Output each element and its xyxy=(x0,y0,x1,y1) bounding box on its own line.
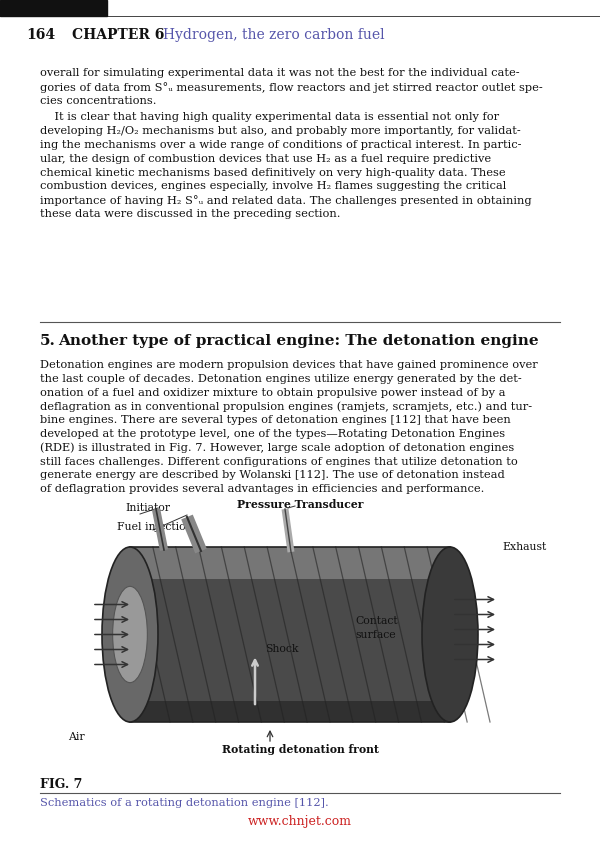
Text: Exhaust: Exhaust xyxy=(502,542,546,552)
Text: cies concentrations.: cies concentrations. xyxy=(40,95,157,105)
Bar xyxy=(130,547,450,722)
Text: Pressure Transducer: Pressure Transducer xyxy=(237,499,363,510)
Text: generate energy are described by Wolanski [112]. The use of detonation instead: generate energy are described by Wolansk… xyxy=(40,470,505,481)
Text: www.chnjet.com: www.chnjet.com xyxy=(248,815,352,828)
Text: developed at the prototype level, one of the types—Rotating Detonation Engines: developed at the prototype level, one of… xyxy=(40,429,505,439)
Text: Contact: Contact xyxy=(355,616,398,626)
Text: importance of having H₂ S°ᵤ and related data. The challenges presented in obtain: importance of having H₂ S°ᵤ and related … xyxy=(40,196,532,206)
Text: chemical kinetic mechanisms based definitively on very high-quality data. These: chemical kinetic mechanisms based defini… xyxy=(40,168,506,178)
Text: Detonation engines are modern propulsion devices that have gained prominence ove: Detonation engines are modern propulsion… xyxy=(40,360,538,370)
Text: 5.: 5. xyxy=(40,334,56,348)
Text: CHAPTER 6: CHAPTER 6 xyxy=(72,28,164,42)
Text: combustion devices, engines especially, involve H₂ flames suggesting the critica: combustion devices, engines especially, … xyxy=(40,181,506,191)
Text: onation of a fuel and oxidizer mixture to obtain propulsive power instead of by : onation of a fuel and oxidizer mixture t… xyxy=(40,388,505,398)
Text: Rotating detonation front: Rotating detonation front xyxy=(221,744,379,755)
Text: Hydrogen, the zero carbon fuel: Hydrogen, the zero carbon fuel xyxy=(163,28,385,42)
Text: still faces challenges. Different configurations of engines that utilize detonat: still faces challenges. Different config… xyxy=(40,457,518,466)
Text: FIG. 7: FIG. 7 xyxy=(40,778,82,791)
Text: the last couple of decades. Detonation engines utilize energy generated by the d: the last couple of decades. Detonation e… xyxy=(40,373,522,384)
Text: ular, the design of combustion devices that use H₂ as a fuel require predictive: ular, the design of combustion devices t… xyxy=(40,153,491,164)
Bar xyxy=(130,547,450,722)
Bar xyxy=(130,701,450,722)
Text: (RDE) is illustrated in Fig. 7. However, large scale adoption of detonation engi: (RDE) is illustrated in Fig. 7. However,… xyxy=(40,443,514,454)
Text: these data were discussed in the preceding section.: these data were discussed in the precedi… xyxy=(40,209,341,219)
Text: overall for simulating experimental data it was not the best for the individual : overall for simulating experimental data… xyxy=(40,68,520,78)
Text: Fuel injection: Fuel injection xyxy=(117,522,193,532)
Text: It is clear that having high quality experimental data is essential not only for: It is clear that having high quality exp… xyxy=(40,112,499,122)
Text: Another type of practical engine: The detonation engine: Another type of practical engine: The de… xyxy=(58,334,539,348)
Text: deflagration as in conventional propulsion engines (ramjets, scramjets, etc.) an: deflagration as in conventional propulsi… xyxy=(40,401,532,412)
Text: ing the mechanisms over a wide range of conditions of practical interest. In par: ing the mechanisms over a wide range of … xyxy=(40,140,521,150)
Text: of deflagration provides several advantages in efficiencies and performance.: of deflagration provides several advanta… xyxy=(40,484,484,494)
Text: 164: 164 xyxy=(26,28,55,42)
Text: Shock: Shock xyxy=(265,645,299,654)
Bar xyxy=(130,547,450,578)
Text: bine engines. There are several types of detonation engines [112] that have been: bine engines. There are several types of… xyxy=(40,416,511,425)
Ellipse shape xyxy=(422,547,478,722)
Text: Air: Air xyxy=(68,732,85,742)
Text: Initiator: Initiator xyxy=(125,503,170,513)
Bar xyxy=(0,0,107,16)
Text: surface: surface xyxy=(355,630,395,640)
Ellipse shape xyxy=(113,587,148,683)
Text: gories of data from S°ᵤ measurements, flow reactors and jet stirred reactor outl: gories of data from S°ᵤ measurements, fl… xyxy=(40,82,543,93)
Text: developing H₂/O₂ mechanisms but also, and probably more importantly, for validat: developing H₂/O₂ mechanisms but also, an… xyxy=(40,126,521,137)
Ellipse shape xyxy=(102,547,158,722)
Text: Schematics of a rotating detonation engine [112].: Schematics of a rotating detonation engi… xyxy=(40,798,329,808)
